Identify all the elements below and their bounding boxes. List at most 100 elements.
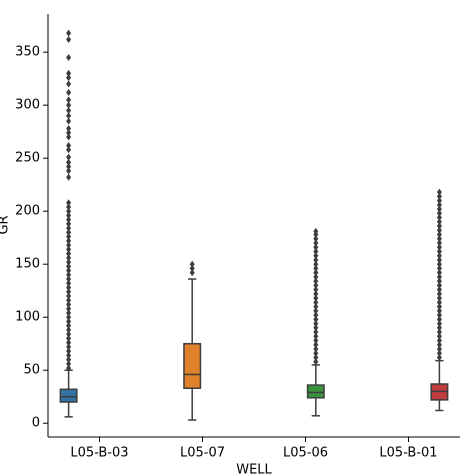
outlier xyxy=(66,360,72,368)
outlier xyxy=(436,273,442,281)
outlier xyxy=(436,222,442,230)
outlier xyxy=(66,296,72,304)
y-tick-label: 100 xyxy=(15,310,40,325)
outlier xyxy=(313,298,319,306)
outlier xyxy=(189,260,195,268)
outlier xyxy=(66,29,72,37)
outlier xyxy=(66,271,72,279)
outlier xyxy=(436,226,442,234)
outlier xyxy=(313,235,319,243)
y-tick-label: 150 xyxy=(15,257,40,272)
outlier xyxy=(313,315,319,323)
outlier xyxy=(66,267,72,275)
outlier xyxy=(436,311,442,319)
outlier xyxy=(66,343,72,351)
outlier xyxy=(313,349,319,357)
outlier xyxy=(436,192,442,200)
outlier xyxy=(436,349,442,357)
outlier xyxy=(436,235,442,243)
box xyxy=(306,384,325,399)
x-tick-label: L05-07 xyxy=(180,446,225,461)
outlier xyxy=(313,353,319,361)
box xyxy=(183,342,202,389)
outlier xyxy=(436,269,442,277)
outlier xyxy=(66,233,72,241)
outlier xyxy=(313,303,319,311)
outlier xyxy=(66,96,72,104)
outlier xyxy=(66,326,72,334)
outlier xyxy=(436,286,442,294)
outlier xyxy=(436,201,442,209)
outlier xyxy=(313,290,319,298)
outlier xyxy=(313,328,319,336)
outlier xyxy=(66,322,72,330)
outlier xyxy=(66,216,72,224)
outlier xyxy=(436,214,442,222)
outlier xyxy=(66,101,72,109)
outlier xyxy=(66,275,72,283)
outlier xyxy=(436,328,442,336)
outlier xyxy=(436,320,442,328)
outlier xyxy=(313,307,319,315)
outlier xyxy=(66,305,72,313)
outlier xyxy=(436,243,442,251)
outlier xyxy=(66,364,72,372)
outlier xyxy=(66,300,72,308)
y-tick-label: 300 xyxy=(15,98,40,113)
outlier xyxy=(436,256,442,264)
outlier xyxy=(66,106,72,114)
y-tick-label: 200 xyxy=(15,204,40,219)
outlier xyxy=(436,341,442,349)
outlier xyxy=(313,286,319,294)
x-tick-label: L05-B-03 xyxy=(70,446,128,461)
outlier xyxy=(66,80,72,88)
outlier xyxy=(436,290,442,298)
outlier xyxy=(66,351,72,359)
outlier xyxy=(313,341,319,349)
outlier xyxy=(436,209,442,217)
outlier xyxy=(66,228,72,236)
outlier xyxy=(66,241,72,249)
outlier xyxy=(313,294,319,302)
outlier xyxy=(66,69,72,77)
outlier xyxy=(313,273,319,281)
outlier xyxy=(66,262,72,270)
outlier xyxy=(66,284,72,292)
outlier xyxy=(313,239,319,247)
y-axis-label: GR xyxy=(0,215,12,234)
outlier xyxy=(313,332,319,340)
outlier xyxy=(313,269,319,277)
y-tick-label: 350 xyxy=(15,45,40,60)
outlier xyxy=(436,307,442,315)
outlier xyxy=(313,277,319,285)
outlier xyxy=(66,74,72,82)
outlier xyxy=(313,311,319,319)
outlier xyxy=(313,247,319,255)
outlier xyxy=(66,88,72,96)
outlier xyxy=(313,256,319,264)
y-tick-label: 0 xyxy=(32,416,40,431)
outlier xyxy=(66,112,72,120)
outlier xyxy=(66,163,72,171)
y-tick-label: 50 xyxy=(23,363,40,378)
outlier xyxy=(436,188,442,196)
outlier xyxy=(66,334,72,342)
outlier xyxy=(66,133,72,141)
outlier xyxy=(436,231,442,239)
outlier xyxy=(66,347,72,355)
outlier xyxy=(66,288,72,296)
outlier xyxy=(313,324,319,332)
outlier xyxy=(66,203,72,211)
outlier xyxy=(313,260,319,268)
outlier xyxy=(436,260,442,268)
outlier xyxy=(436,345,442,353)
outlier xyxy=(436,337,442,345)
outlier xyxy=(313,252,319,260)
outlier xyxy=(66,35,72,43)
outlier xyxy=(66,199,72,207)
y-tick-label: 250 xyxy=(15,151,40,166)
outlier xyxy=(66,141,72,149)
outlier xyxy=(66,117,72,125)
outlier xyxy=(189,269,195,277)
